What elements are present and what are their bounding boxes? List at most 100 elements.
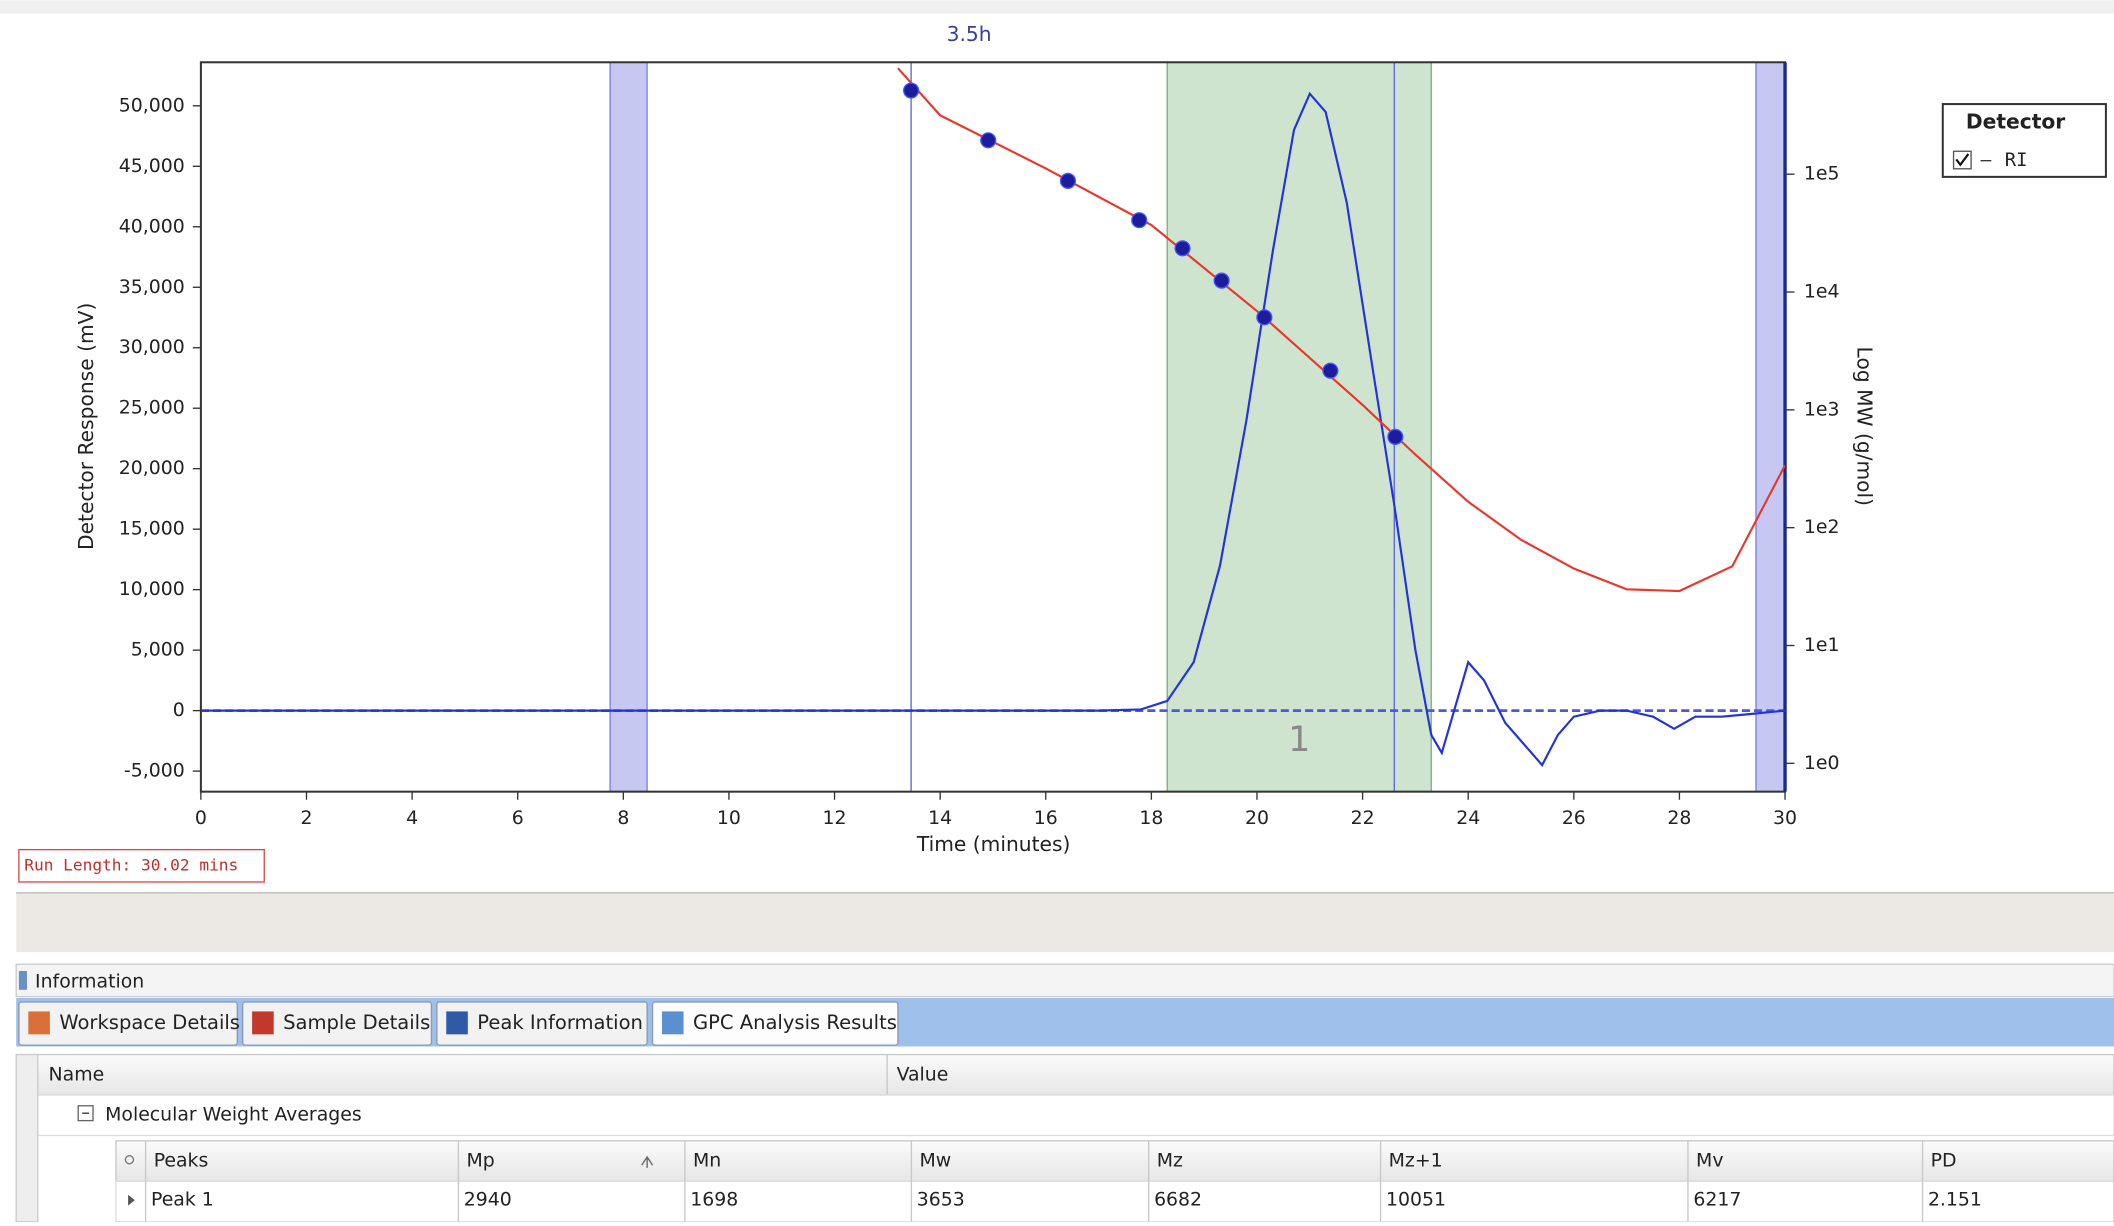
y-tick-label: 10,000 <box>119 578 185 600</box>
table-cell: 6682 <box>1154 1189 1202 1211</box>
legend-label: RI <box>2005 149 2028 171</box>
exclusion-band <box>609 61 648 793</box>
table-header: Mw <box>919 1150 951 1172</box>
y-tick-label: 5,000 <box>131 639 185 661</box>
calibration-point <box>1174 240 1191 257</box>
calibration-point <box>1131 212 1148 229</box>
table-cell: 2940 <box>464 1189 512 1211</box>
x-tick-label: 10 <box>717 807 741 829</box>
group-row <box>15 1094 2114 1137</box>
tab-label: Peak Information <box>477 1011 643 1034</box>
y-tick-label: 15,000 <box>119 518 185 540</box>
x-tick-label: 8 <box>617 807 629 829</box>
column-header: Name <box>49 1063 105 1085</box>
run-length-box <box>18 848 265 883</box>
calibration-point <box>980 132 997 149</box>
y2-tick-label: 1e2 <box>1804 516 1840 538</box>
table-cell: 10051 <box>1386 1189 1446 1211</box>
info-title: Information <box>35 970 144 992</box>
search-icon <box>124 1155 135 1165</box>
calibration-point <box>1256 309 1273 326</box>
tab[interactable] <box>651 1001 899 1046</box>
tab-label: GPC Analysis Results <box>693 1011 897 1034</box>
table-cell: 2.151 <box>1928 1189 1982 1211</box>
calibration-point <box>1322 362 1339 379</box>
inner-header <box>115 1140 2114 1182</box>
tab-icon <box>252 1011 274 1035</box>
table-header: Mz <box>1157 1150 1183 1172</box>
x-tick-label: 4 <box>406 807 418 829</box>
splitter <box>16 892 2114 953</box>
top-strip <box>0 0 2114 14</box>
table-cell: 1698 <box>690 1189 738 1211</box>
calibration-point <box>1059 172 1077 189</box>
x-tick-label: 16 <box>1034 807 1058 829</box>
y-tick-label: 30,000 <box>119 336 185 358</box>
y-tick-label: -5,000 <box>124 760 185 782</box>
calibration-point <box>1387 428 1404 445</box>
y-tick-label: 20,000 <box>119 457 185 479</box>
tab[interactable] <box>436 1001 648 1046</box>
y-tick-label: 25,000 <box>119 397 185 419</box>
column-header: Value <box>897 1063 949 1085</box>
table-header: PD <box>1931 1150 1957 1172</box>
inner-row <box>115 1180 2114 1223</box>
tab-icon <box>28 1011 50 1035</box>
x-tick-label: 0 <box>195 807 207 829</box>
legend-check <box>1955 153 1970 167</box>
plot-frame <box>199 61 1787 793</box>
peak-region <box>1166 61 1432 793</box>
peak-label: 1 <box>1288 719 1310 760</box>
x-tick-label: 30 <box>1773 807 1797 829</box>
y-tick-label: 0 <box>173 699 185 721</box>
table-cell: Peak 1 <box>151 1189 214 1211</box>
run-length: Run Length: 30.02 mins <box>24 855 238 874</box>
y-tick-label: 35,000 <box>119 276 185 298</box>
x-tick-label: 28 <box>1667 807 1691 829</box>
table-header: Mn <box>693 1150 721 1172</box>
y2-tick-label: 1e5 <box>1804 163 1840 185</box>
grid-header <box>15 1053 2114 1096</box>
calibration-point <box>903 82 920 99</box>
plot-series <box>200 67 1786 767</box>
y-tick-label: 45,000 <box>119 155 185 177</box>
info-icon <box>18 970 27 990</box>
table-cell: 3653 <box>917 1189 965 1211</box>
x-tick-label: 18 <box>1139 807 1163 829</box>
x-tick-label: 2 <box>300 807 312 829</box>
x-tick-label: 6 <box>512 807 524 829</box>
table-cell: 6217 <box>1693 1189 1741 1211</box>
marker-label: 3.5h <box>947 22 992 46</box>
x-axis-title: Time (minutes) <box>916 832 1071 856</box>
tab-label: Workspace Details <box>59 1011 240 1034</box>
y-tick-label: 50,000 <box>119 94 185 116</box>
y2-tick-label: 1e4 <box>1804 281 1840 303</box>
y2-tick-label: 1e1 <box>1804 634 1840 656</box>
table-header: Mz+1 <box>1389 1150 1443 1172</box>
y2-tick-label: 1e0 <box>1804 752 1840 774</box>
tab[interactable] <box>18 1001 238 1046</box>
y2-tick-label: 1e3 <box>1804 398 1840 420</box>
calibration-point <box>1213 272 1230 289</box>
tab-label: Sample Details <box>283 1011 430 1034</box>
x-tick-label: 12 <box>823 807 847 829</box>
exclusion-band <box>1755 61 1786 793</box>
sort-arrow <box>641 1155 654 1168</box>
y-tick-label: 40,000 <box>119 215 185 237</box>
tab-icon <box>661 1011 684 1035</box>
legend-title: Detector <box>1966 109 2065 133</box>
row-arrow <box>128 1194 135 1206</box>
tab-icon <box>446 1011 468 1035</box>
table-header: Mv <box>1696 1150 1723 1172</box>
tab[interactable] <box>242 1001 433 1046</box>
series-line <box>200 91 1786 767</box>
y2-axis-title: Log MW (g/mol) <box>1853 347 1877 507</box>
table-header: Peaks <box>154 1150 209 1172</box>
y-axis-title: Detector Response (mV) <box>74 303 98 550</box>
group-label: Molecular Weight Averages <box>105 1104 362 1126</box>
x-tick-label: 26 <box>1562 807 1586 829</box>
info-bar <box>15 963 2114 998</box>
x-tick-label: 20 <box>1245 807 1269 829</box>
